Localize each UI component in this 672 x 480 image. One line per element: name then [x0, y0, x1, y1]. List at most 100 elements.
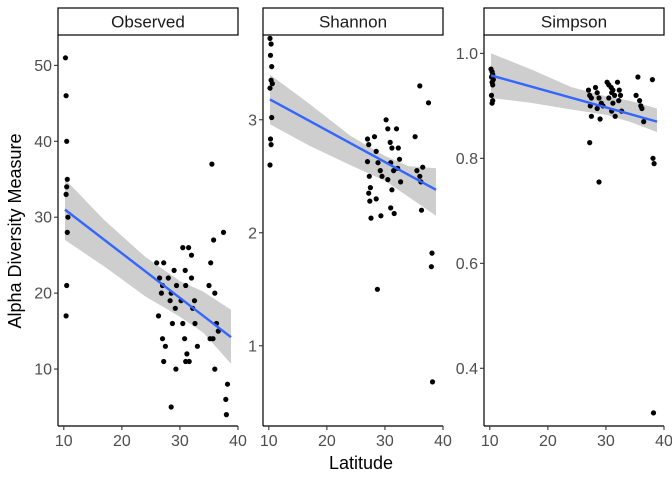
- data-point: [64, 184, 70, 190]
- data-point: [269, 81, 275, 87]
- data-point: [63, 191, 69, 197]
- data-point: [180, 320, 186, 327]
- data-point: [650, 410, 657, 416]
- x-tick-label: 20: [113, 433, 131, 450]
- data-point: [639, 105, 645, 112]
- x-tick-label: 10: [260, 433, 278, 450]
- data-point: [385, 177, 391, 183]
- data-point: [412, 134, 418, 140]
- data-point: [180, 245, 186, 251]
- panel-simpson: Simpson 0.4 0.6 0.8 1.0 10 20 30 40: [456, 7, 672, 450]
- data-point: [364, 136, 371, 142]
- data-point: [385, 126, 391, 132]
- data-point: [651, 161, 657, 167]
- y-tick-label: 30: [34, 210, 52, 227]
- y-axis-title: Alpha Diversity Measure: [5, 133, 25, 328]
- facet-strip-label: Observed: [111, 13, 185, 32]
- x-tick-label: 20: [539, 433, 557, 450]
- x-tick-label: 40: [229, 433, 247, 450]
- data-point: [62, 55, 69, 61]
- facet-strip-label: Simpson: [541, 13, 607, 32]
- x-tick-label: 20: [318, 433, 336, 450]
- data-point: [154, 260, 160, 266]
- facet-strip: [262, 7, 444, 36]
- data-point: [186, 358, 192, 365]
- data-point: [194, 343, 200, 349]
- data-point: [395, 145, 401, 151]
- y-tick-label: 0.8: [456, 151, 478, 168]
- data-point: [391, 168, 397, 174]
- data-point: [418, 207, 425, 213]
- data-point: [637, 98, 643, 104]
- x-tick-label: 40: [655, 433, 672, 450]
- data-point: [616, 98, 622, 104]
- data-point: [428, 264, 434, 270]
- y-tick-label: 0.4: [456, 361, 478, 378]
- data-point: [367, 198, 373, 204]
- data-point: [64, 282, 70, 289]
- data-point: [596, 179, 602, 185]
- data-point: [585, 87, 592, 93]
- data-point: [173, 366, 179, 372]
- data-point: [192, 320, 198, 327]
- data-point: [389, 187, 395, 193]
- y-tick-label: 1.0: [456, 46, 478, 63]
- data-point: [367, 185, 373, 191]
- data-point: [182, 336, 188, 342]
- data-point: [391, 210, 397, 217]
- data-point: [429, 379, 436, 385]
- data-point: [158, 290, 164, 296]
- confidence-band: [491, 53, 657, 133]
- data-point: [366, 173, 372, 179]
- data-point: [414, 168, 420, 174]
- data-point: [375, 160, 381, 166]
- data-point: [368, 215, 374, 221]
- x-tick-label: 40: [434, 433, 452, 450]
- data-point: [209, 161, 215, 167]
- data-point: [267, 136, 274, 142]
- x-tick-label: 30: [171, 433, 189, 450]
- data-point: [596, 95, 602, 101]
- x-tick-label: 30: [597, 433, 615, 450]
- data-point: [587, 140, 593, 146]
- data-point: [635, 74, 641, 80]
- data-point: [364, 159, 371, 165]
- data-point: [429, 250, 435, 256]
- x-tick-label: 10: [481, 433, 499, 450]
- data-point: [268, 142, 274, 148]
- data-point: [373, 148, 379, 154]
- data-point: [379, 173, 385, 179]
- data-point: [612, 92, 618, 98]
- x-tick-label: 30: [376, 433, 394, 450]
- regression-line: [64, 208, 232, 339]
- data-point: [165, 275, 171, 281]
- data-point: [420, 164, 426, 170]
- data-point: [167, 298, 173, 304]
- data-point: [606, 95, 612, 101]
- data-point: [191, 298, 198, 304]
- data-point: [389, 145, 395, 151]
- data-point: [377, 168, 383, 174]
- data-point: [398, 179, 404, 185]
- data-point: [64, 229, 70, 235]
- panel-shannon: Shannon 1 2 3 10 20 30 40: [248, 7, 452, 450]
- panel-observed: Observed 10 20 30 40 50 10 20 30 40: [34, 7, 247, 450]
- regression-line: [490, 74, 658, 123]
- data-point: [208, 260, 214, 266]
- data-point: [184, 351, 190, 357]
- confidence-band: [65, 179, 231, 364]
- data-point: [65, 214, 71, 220]
- data-point: [650, 155, 656, 161]
- data-point: [610, 100, 616, 106]
- data-point: [155, 313, 162, 319]
- data-point: [393, 126, 400, 132]
- y-tick-label: 0.6: [456, 256, 478, 273]
- data-point: [617, 92, 624, 98]
- data-point: [641, 119, 647, 125]
- data-point: [612, 113, 618, 119]
- data-point: [183, 282, 189, 289]
- data-point: [374, 286, 380, 292]
- data-point: [211, 237, 217, 243]
- data-point: [168, 404, 174, 410]
